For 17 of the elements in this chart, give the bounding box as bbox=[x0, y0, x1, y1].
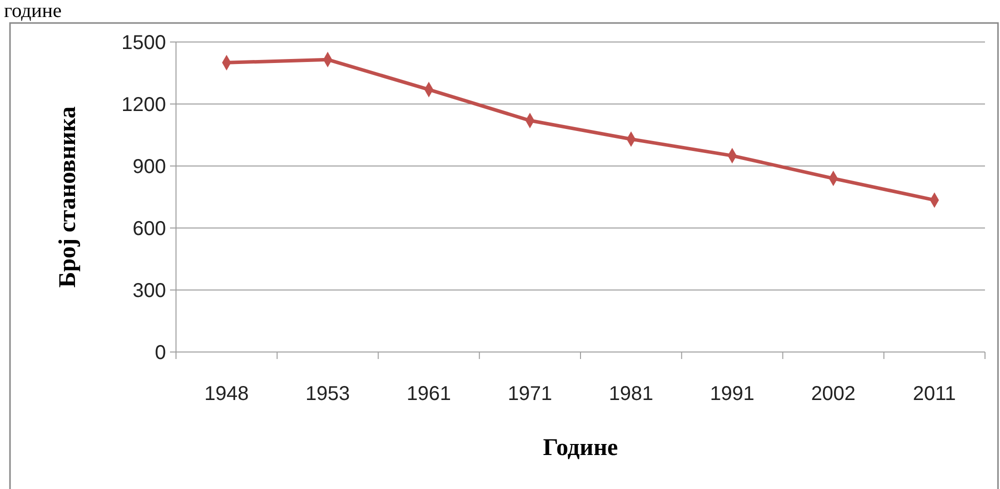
x-tick-label: 1961 bbox=[406, 383, 452, 405]
x-tick-label: 1971 bbox=[508, 383, 552, 405]
x-tick-label: 1991 bbox=[710, 383, 754, 405]
x-axis-title: Године bbox=[543, 435, 618, 461]
x-tick-label: 1981 bbox=[608, 383, 654, 405]
x-tick-label: 2011 bbox=[912, 383, 956, 405]
x-tick-label: 1953 bbox=[305, 383, 350, 405]
y-tick-label: 0 bbox=[154, 342, 166, 364]
y-tick-label: 1500 bbox=[122, 32, 166, 54]
y-tick-label: 600 bbox=[132, 218, 166, 240]
y-axis-title: Број становника bbox=[55, 106, 81, 288]
x-tick-label: 1948 bbox=[204, 383, 249, 405]
text: године bbox=[4, 0, 62, 22]
y-tick-label: 300 bbox=[132, 280, 166, 302]
y-tick-label: 1200 bbox=[122, 94, 166, 116]
x-tick-label: 2002 bbox=[811, 383, 856, 405]
y-tick-label: 900 bbox=[132, 156, 166, 178]
